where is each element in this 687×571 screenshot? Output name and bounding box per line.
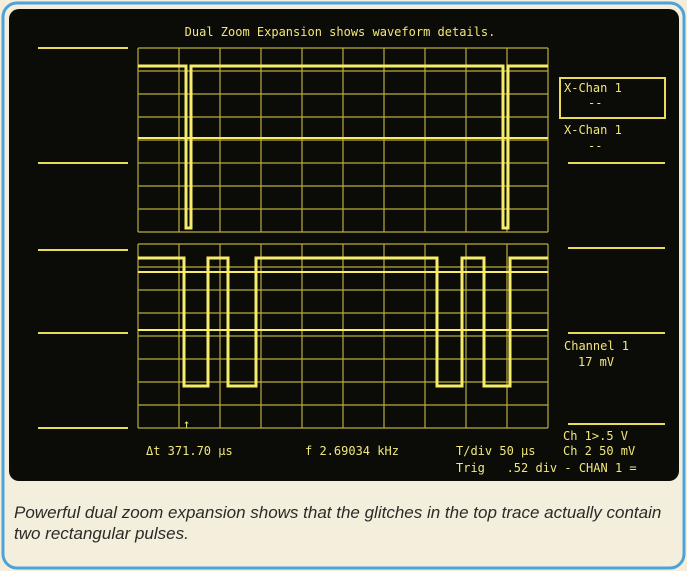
screen-title: Dual Zoom Expansion shows waveform detai… xyxy=(185,25,496,39)
readout-delta-t: Δt 371.70 µs xyxy=(146,444,233,458)
caption: Powerful dual zoom expansion shows that … xyxy=(14,502,679,544)
readout-frequency: f 2.69034 kHz xyxy=(305,444,399,458)
scope-screen xyxy=(9,9,679,481)
softkey-label: X-Chan 1 xyxy=(564,123,622,137)
softkey-label: Channel 1 xyxy=(564,339,629,353)
figure-art: Dual Zoom Expansion shows waveform detai… xyxy=(0,0,687,571)
cursor-arrow: ↑ xyxy=(183,417,190,431)
softkey-label: X-Chan 1 xyxy=(564,81,622,95)
figure: Dual Zoom Expansion shows waveform detai… xyxy=(0,0,687,571)
scale-ch1: Ch 1>.5 V xyxy=(563,429,628,443)
softkey-value: 17 mV xyxy=(578,355,614,369)
readout-trigger: Trig .52 div - CHAN 1 = xyxy=(456,461,637,475)
softkey-value: -- xyxy=(588,96,602,110)
softkey-value: -- xyxy=(588,139,602,153)
readout-time-div: T/div 50 µs xyxy=(456,444,535,458)
scale-ch2: Ch 2 50 mV xyxy=(563,444,635,458)
